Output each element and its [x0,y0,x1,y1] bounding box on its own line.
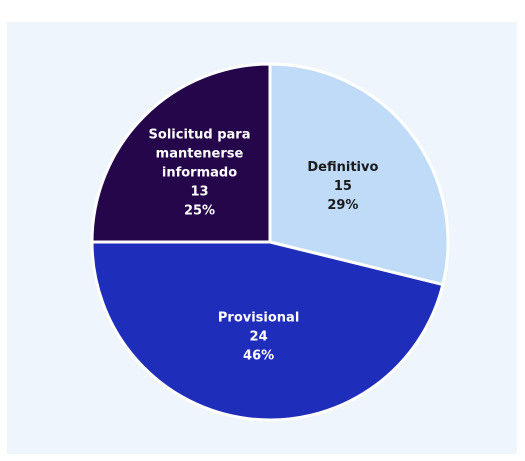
slice-category-text: mantenerse [156,147,244,162]
slice-percent-text: 25% [184,204,215,219]
slice-percent-text: 29% [327,198,358,213]
pie-slice-provisional [90,240,445,422]
slice-label-solicitud-para-mantenerse-informado: Solicitud para mantenerse informado 13 25% [149,128,251,219]
slice-category-text: Solicitud para [149,128,251,143]
slice-value-text: 24 [250,330,268,345]
slice-value-text: 13 [190,185,208,200]
slice-label-definitivo: Definitivo 15 29% [307,160,378,213]
pie-slice-definitivo [268,62,450,287]
slice-percent-text: 46% [243,349,274,364]
slice-value-text: 15 [334,179,352,194]
pie-slice-solicitud-para-mantenerse-informado [90,62,272,244]
slice-category-text: Definitivo [307,160,378,175]
slice-label-provisional: Provisional 24 46% [218,311,299,364]
slice-category-text: Provisional [218,311,299,326]
slice-category-text: informado [162,166,237,181]
